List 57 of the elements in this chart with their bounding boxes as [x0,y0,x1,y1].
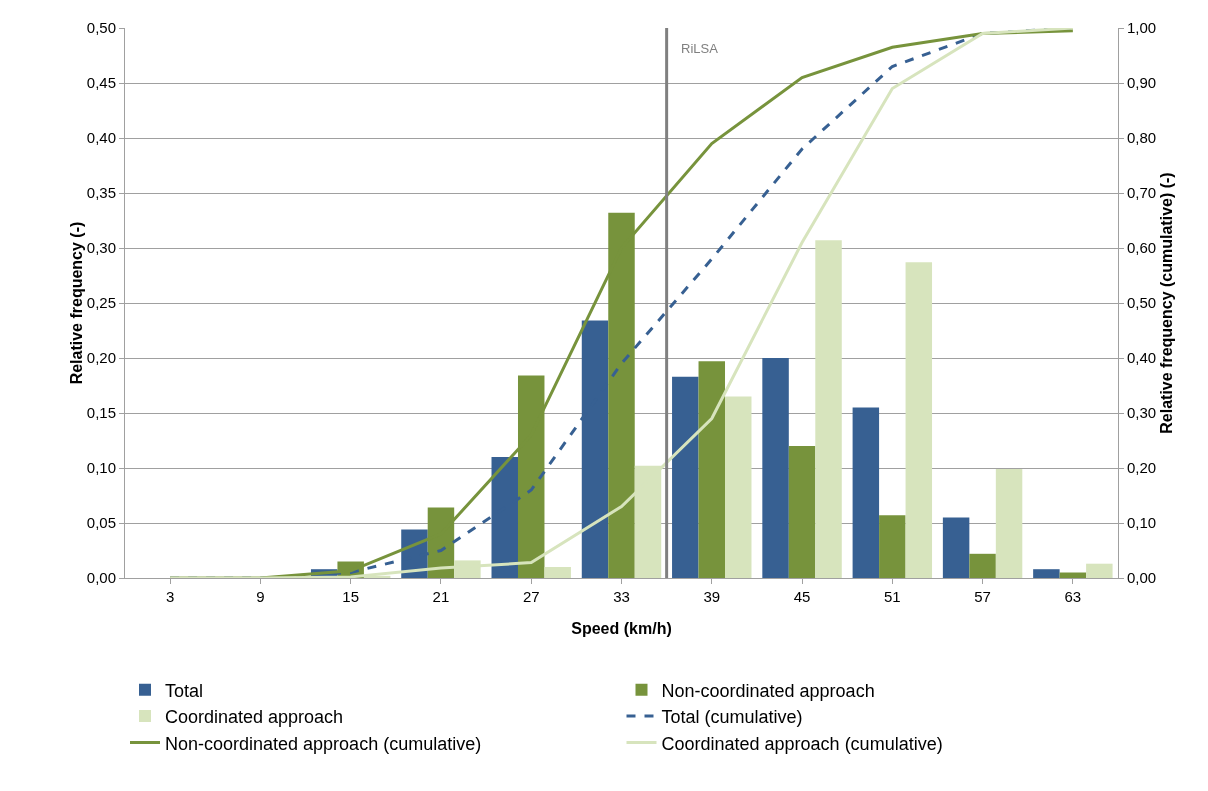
y-tick-label: 0,35 [86,184,116,202]
y2-tick-label: 0,90 [1127,74,1157,92]
x-axis-title: Speed (km/h) [571,619,672,637]
x-tick-label: 63 [1064,588,1082,605]
x-tick-label: 57 [974,588,991,605]
x-tick-label: 9 [256,588,265,605]
y-tick-label: 0,40 [86,129,116,147]
bar [762,358,789,578]
y-tick-label: 0,50 [86,19,116,37]
x-tick-label: 51 [883,588,901,605]
legend-label: Coordinated approach (cumulative) [661,733,943,754]
y-tick-label: 0,30 [86,239,116,257]
bar [544,567,571,578]
y-tick-label: 0,15 [86,404,116,422]
legend-label: Total [165,680,204,701]
y2-tick-label: 0,30 [1127,404,1157,422]
y2-tick-label: 0,20 [1127,459,1157,477]
y-tick-label: 0,45 [86,74,116,92]
bar [1033,569,1060,578]
legend-label: Non-coordinated approach (cumulative) [165,733,482,754]
y2-tick-label: 0,40 [1127,349,1157,367]
y-axis-title: Relative frequency (-) [67,221,85,385]
y-tick-label: 0,00 [86,569,116,587]
bar [1086,563,1113,578]
y-tick-label: 0,05 [86,514,116,532]
x-tick-label: 21 [432,588,450,605]
y2-tick-label: 0,50 [1127,294,1157,312]
y2-tick-label: 0,10 [1127,514,1157,532]
y2-tick-label: 0,00 [1127,569,1157,587]
legend-label: Non-coordinated approach [661,680,875,701]
x-tick-label: 3 [165,588,175,605]
bar [672,376,699,578]
x-tick-label: 33 [613,588,630,605]
bar [969,553,996,578]
bar [788,446,816,578]
bar [852,407,880,578]
y-tick-label: 0,20 [86,349,116,367]
y2-tick-label: 0,80 [1127,129,1157,147]
bar [995,469,1023,578]
legend-label: Total (cumulative) [661,707,803,728]
x-tick-label: 15 [342,588,360,605]
bar [879,515,906,578]
y2-tick-label: 0,70 [1127,184,1157,202]
y2-axis-title: Relative frequency (cumulative) (-) [1158,172,1176,434]
y2-tick-label: 1,00 [1127,19,1157,37]
bar [905,262,933,578]
y2-tick-label: 0,60 [1127,239,1157,257]
bar [942,517,970,578]
x-tick-label: 39 [703,588,721,605]
legend-label: Coordinated approach [165,707,344,728]
ref-line-label: RiLSA [681,41,719,56]
y-tick-label: 0,10 [86,459,116,477]
bar [815,240,842,578]
bar [698,361,726,578]
x-tick-label: 27 [522,588,540,605]
y-tick-label: 0,25 [86,294,116,312]
x-tick-label: 45 [793,588,811,605]
